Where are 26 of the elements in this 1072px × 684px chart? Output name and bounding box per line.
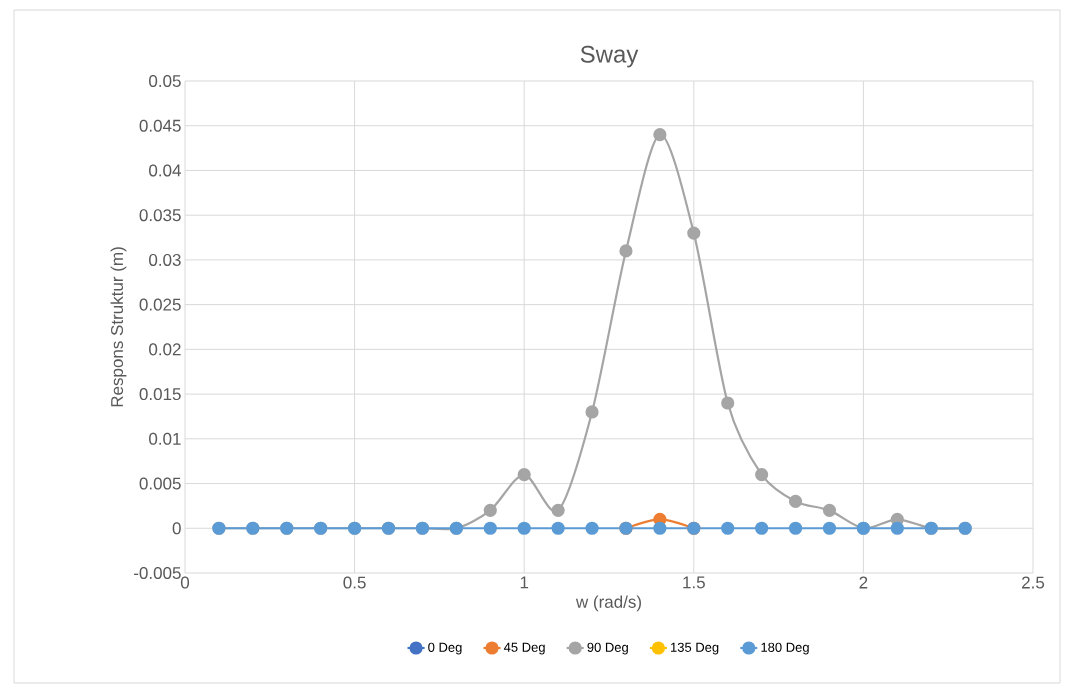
legend-label: 0 Deg bbox=[428, 642, 462, 655]
y-tick-label: 0.005 bbox=[139, 477, 181, 490]
y-tick-label: 0.02 bbox=[149, 343, 181, 356]
y-tick-label: 0 bbox=[172, 522, 181, 535]
y-tick-label: 0.035 bbox=[139, 209, 181, 222]
x-tick-label: 0 bbox=[180, 576, 190, 589]
y-tick-label: -0.005 bbox=[134, 566, 181, 580]
legend-label: 45 Deg bbox=[503, 642, 545, 655]
x-tick-label: 2.5 bbox=[1022, 576, 1045, 589]
legend-label: 135 Deg bbox=[671, 642, 719, 655]
x-tick-label: 0.5 bbox=[343, 576, 366, 589]
x-tick-label: 1 bbox=[520, 576, 529, 589]
y-tick-label: 0.025 bbox=[139, 298, 181, 311]
y-tick-label: 0.015 bbox=[139, 388, 181, 401]
x-tick-label: 2 bbox=[859, 576, 868, 589]
y-axis-title: Respons Struktur (m) bbox=[110, 247, 127, 407]
y-tick-label: 0.05 bbox=[149, 74, 181, 88]
legend-label: 180 Deg bbox=[761, 642, 809, 655]
legend-label: 90 Deg bbox=[587, 642, 628, 655]
chart-title: Sway bbox=[580, 45, 639, 68]
y-tick-label: 0.01 bbox=[149, 432, 181, 445]
x-tick-label: 1.5 bbox=[683, 576, 705, 589]
y-tick-label: 0.04 bbox=[149, 164, 181, 177]
x-axis-title: w (rad/s) bbox=[575, 595, 641, 612]
y-tick-label: 0.03 bbox=[149, 253, 181, 266]
y-tick-label: 0.045 bbox=[139, 119, 181, 132]
